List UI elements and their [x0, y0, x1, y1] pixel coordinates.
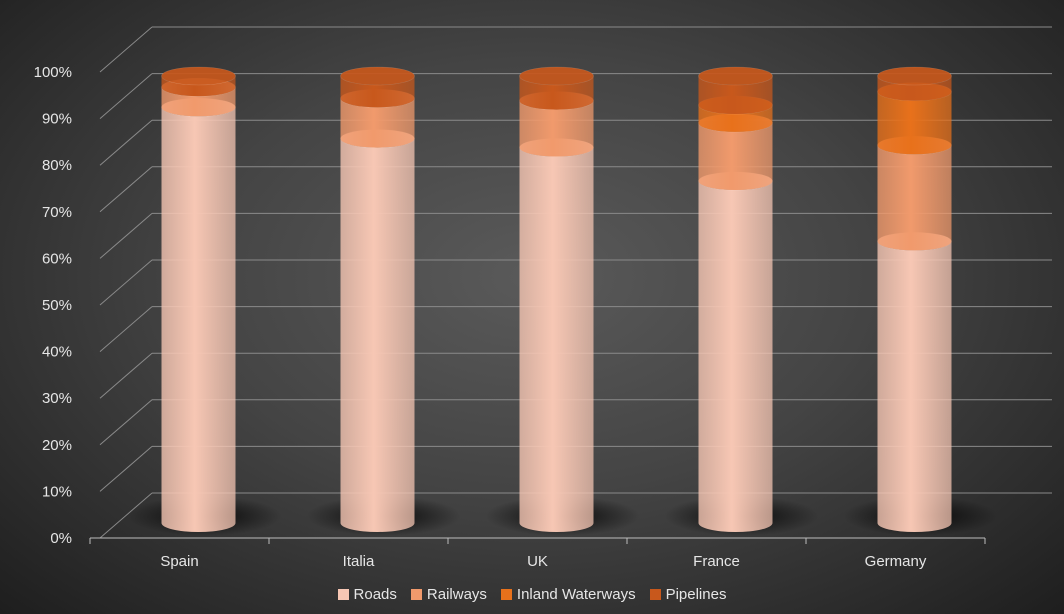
y-tick-label: 30% [42, 390, 72, 407]
x-category-label: Italia [343, 553, 375, 570]
y-tick-label: 90% [42, 111, 72, 128]
bar-segment-top [340, 66, 415, 86]
bar-segment-france-pipelines [698, 76, 773, 115]
gridline-side [99, 306, 153, 352]
y-tick-label: 0% [50, 530, 72, 547]
bar-segment-top [877, 66, 952, 86]
y-tick-label: 70% [42, 204, 72, 221]
legend-item: Railways [410, 586, 487, 603]
legend-item: Pipelines [649, 586, 727, 603]
bar-segment-uk-roads [519, 147, 594, 532]
bar-segment-germany-pipelines [877, 76, 952, 101]
bar-segment-italia-pipelines [340, 76, 415, 108]
gridline-side [99, 166, 153, 213]
gridline-side [99, 446, 153, 492]
legend-label: Pipelines [665, 586, 727, 603]
legend-swatch [649, 589, 661, 600]
bar-segment-uk-pipelines [519, 76, 594, 110]
y-tick-label: 60% [42, 250, 72, 267]
bar-segment-top [519, 66, 594, 86]
bar-segment-france-roads [698, 181, 773, 533]
legend-swatch [410, 589, 422, 600]
y-tick-label: 10% [42, 483, 72, 500]
bar-segment-italia-roads [340, 138, 415, 532]
x-category-label: Germany [865, 553, 927, 570]
x-category-label: Spain [160, 553, 198, 570]
gridline-side [99, 492, 153, 539]
gridline-side [99, 213, 153, 259]
legend-item: Inland Waterways [500, 586, 636, 603]
legend-item: Roads [337, 586, 397, 603]
legend-label: Roads [353, 586, 397, 603]
bar-segment-germany-roads [877, 241, 952, 532]
y-tick-label: 80% [42, 157, 72, 174]
gridline-side [99, 352, 153, 399]
legend-swatch [337, 589, 349, 600]
legend-label: Inland Waterways [516, 586, 636, 603]
x-category-label: France [693, 553, 740, 570]
bar-segment-germany-inland-waterways [877, 91, 952, 155]
legend: Roads Railways Inland Waterways Pipelines [0, 586, 1064, 603]
gridline-side [99, 119, 153, 166]
gridline-side [99, 399, 153, 446]
gridline-side [99, 259, 153, 306]
bar-segment-spain-railways [161, 87, 236, 117]
y-tick-label: 100% [34, 64, 72, 81]
bar-segment-italia-railways [340, 98, 415, 148]
bar-segment-spain-pipelines [161, 76, 236, 97]
bar-segment-uk-railways [519, 100, 594, 157]
axes: 0% 10% 20% 30% 40% 50% 60% 70% 80% 90% 100% Spain It… [34, 64, 986, 570]
bar-segment-france-railways [698, 122, 773, 191]
y-tick-label: 50% [42, 297, 72, 314]
y-tick-label: 40% [42, 344, 72, 361]
bar-segment-germany-railways [877, 145, 952, 251]
legend-label: Railways [426, 586, 487, 603]
bar-segment-top [698, 66, 773, 86]
y-tick-label: 20% [42, 437, 72, 454]
gridline-side [99, 26, 153, 73]
bar-segment-france-inland-waterways [698, 105, 773, 132]
bar-segment-spain-roads [161, 107, 236, 532]
bars [127, 66, 998, 536]
x-category-label: UK [527, 553, 548, 570]
legend-swatch [500, 589, 512, 600]
bar-segment-top [161, 66, 236, 86]
gridline-side [99, 73, 153, 119]
